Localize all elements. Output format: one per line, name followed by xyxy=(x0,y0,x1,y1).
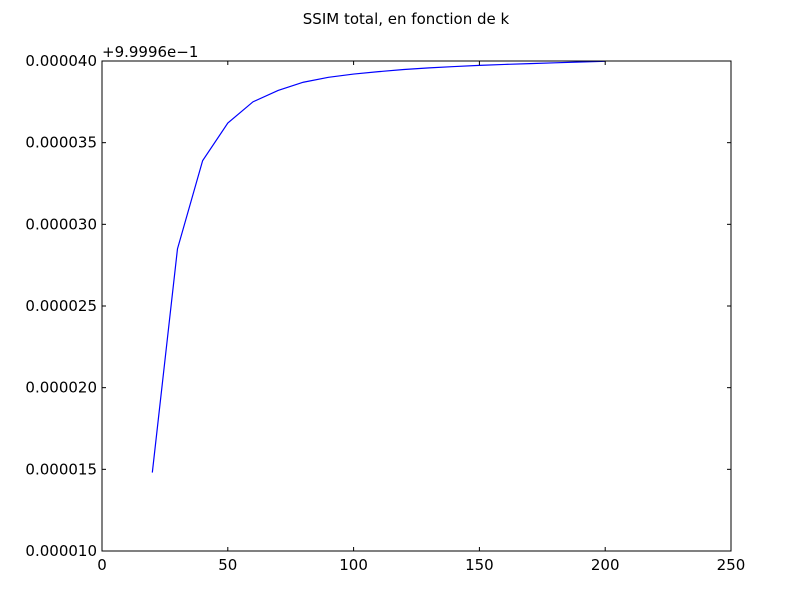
y-tick-label: 0.000020 xyxy=(25,379,97,397)
plot-frame xyxy=(101,60,732,552)
x-tick-label: 50 xyxy=(218,556,237,574)
y-tick-label: 0.000035 xyxy=(25,134,97,152)
x-tick-label: 200 xyxy=(591,556,620,574)
y-tick-label: 0.000015 xyxy=(25,460,97,478)
x-axis: 0 50 100 150 200 250 xyxy=(97,61,745,574)
y-axis: 0.000010 0.000015 0.000020 0.000025 0.000030… xyxy=(25,52,731,560)
y-axis-offset-label: +9.9996e−1 xyxy=(102,43,198,61)
y-tick-label: 0.000030 xyxy=(25,215,97,233)
x-tick-label: 100 xyxy=(339,556,368,574)
plot-area xyxy=(151,60,606,473)
y-tick-label: 0.000010 xyxy=(25,542,97,560)
x-tick-label: 250 xyxy=(717,556,746,574)
chart-title: SSIM total, en fonction de k xyxy=(303,10,510,28)
y-tick-label: 0.000025 xyxy=(25,297,97,315)
series-line xyxy=(151,60,606,473)
x-tick-label: 150 xyxy=(465,556,494,574)
y-tick-label: 0.000040 xyxy=(25,52,97,70)
x-tick-label: 0 xyxy=(97,556,107,574)
